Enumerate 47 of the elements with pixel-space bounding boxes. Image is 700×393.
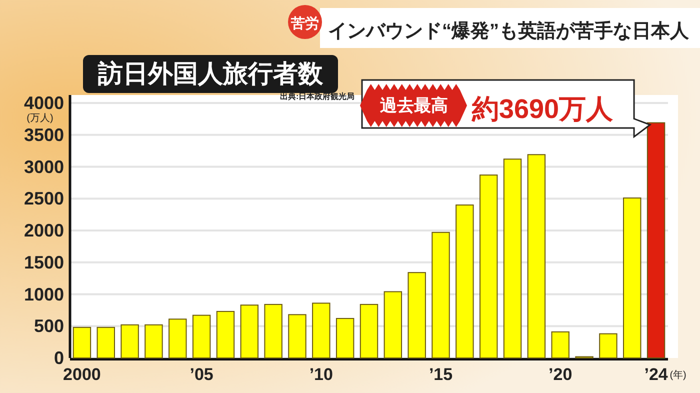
text: インバウンド“爆発”も英語が苦手な日本人 bbox=[328, 20, 690, 42]
bar bbox=[336, 318, 354, 358]
y-tick-label: 3000 bbox=[24, 156, 64, 177]
x-tick-label: ’24 bbox=[644, 365, 668, 384]
bar bbox=[360, 304, 378, 358]
bar bbox=[216, 310, 235, 358]
annotation: 過去最高 bbox=[379, 96, 448, 115]
y-tick-label: 4000 bbox=[24, 93, 64, 113]
y-tick-label: 1500 bbox=[24, 252, 64, 272]
bar bbox=[599, 333, 618, 358]
y-axis-title: (万人) bbox=[26, 113, 54, 124]
bar bbox=[646, 122, 666, 358]
text: 苦労 bbox=[290, 15, 319, 31]
bar bbox=[288, 314, 306, 358]
bar bbox=[456, 204, 474, 358]
bar bbox=[144, 324, 163, 358]
y-tick-label: 2000 bbox=[24, 220, 64, 240]
annotation: 約3690万人 bbox=[471, 94, 614, 124]
bar bbox=[623, 197, 642, 358]
source-note: 出典:日本政府観光局 bbox=[280, 91, 355, 101]
bar bbox=[312, 302, 330, 358]
bar bbox=[551, 331, 570, 358]
y-tick-label: 500 bbox=[34, 316, 64, 336]
bar bbox=[192, 314, 211, 358]
y-tick-label: 3500 bbox=[24, 124, 64, 145]
bar bbox=[264, 304, 282, 358]
chart-title: 訪日外国人旅行者数 bbox=[97, 60, 324, 88]
bar bbox=[120, 324, 139, 358]
y-tick-label: 0 bbox=[54, 348, 64, 368]
bar bbox=[96, 326, 115, 358]
x-tick-label: ’15 bbox=[428, 365, 453, 384]
x-tick-label: ’10 bbox=[309, 365, 333, 384]
bar bbox=[72, 326, 92, 358]
x-tick-label: 2000 bbox=[63, 365, 101, 384]
bar bbox=[408, 272, 426, 358]
bar bbox=[168, 318, 187, 358]
bar bbox=[384, 291, 402, 358]
y-tick-label: 2500 bbox=[24, 188, 64, 209]
bar bbox=[503, 158, 522, 358]
bar bbox=[432, 232, 450, 358]
x-tick-label: ’05 bbox=[190, 365, 214, 384]
bar bbox=[527, 154, 546, 358]
x-axis-title: (年) bbox=[670, 369, 686, 381]
bar bbox=[479, 174, 498, 358]
bar bbox=[240, 304, 259, 358]
y-tick-label: 1000 bbox=[24, 284, 64, 304]
x-tick-label: ’20 bbox=[548, 365, 572, 384]
